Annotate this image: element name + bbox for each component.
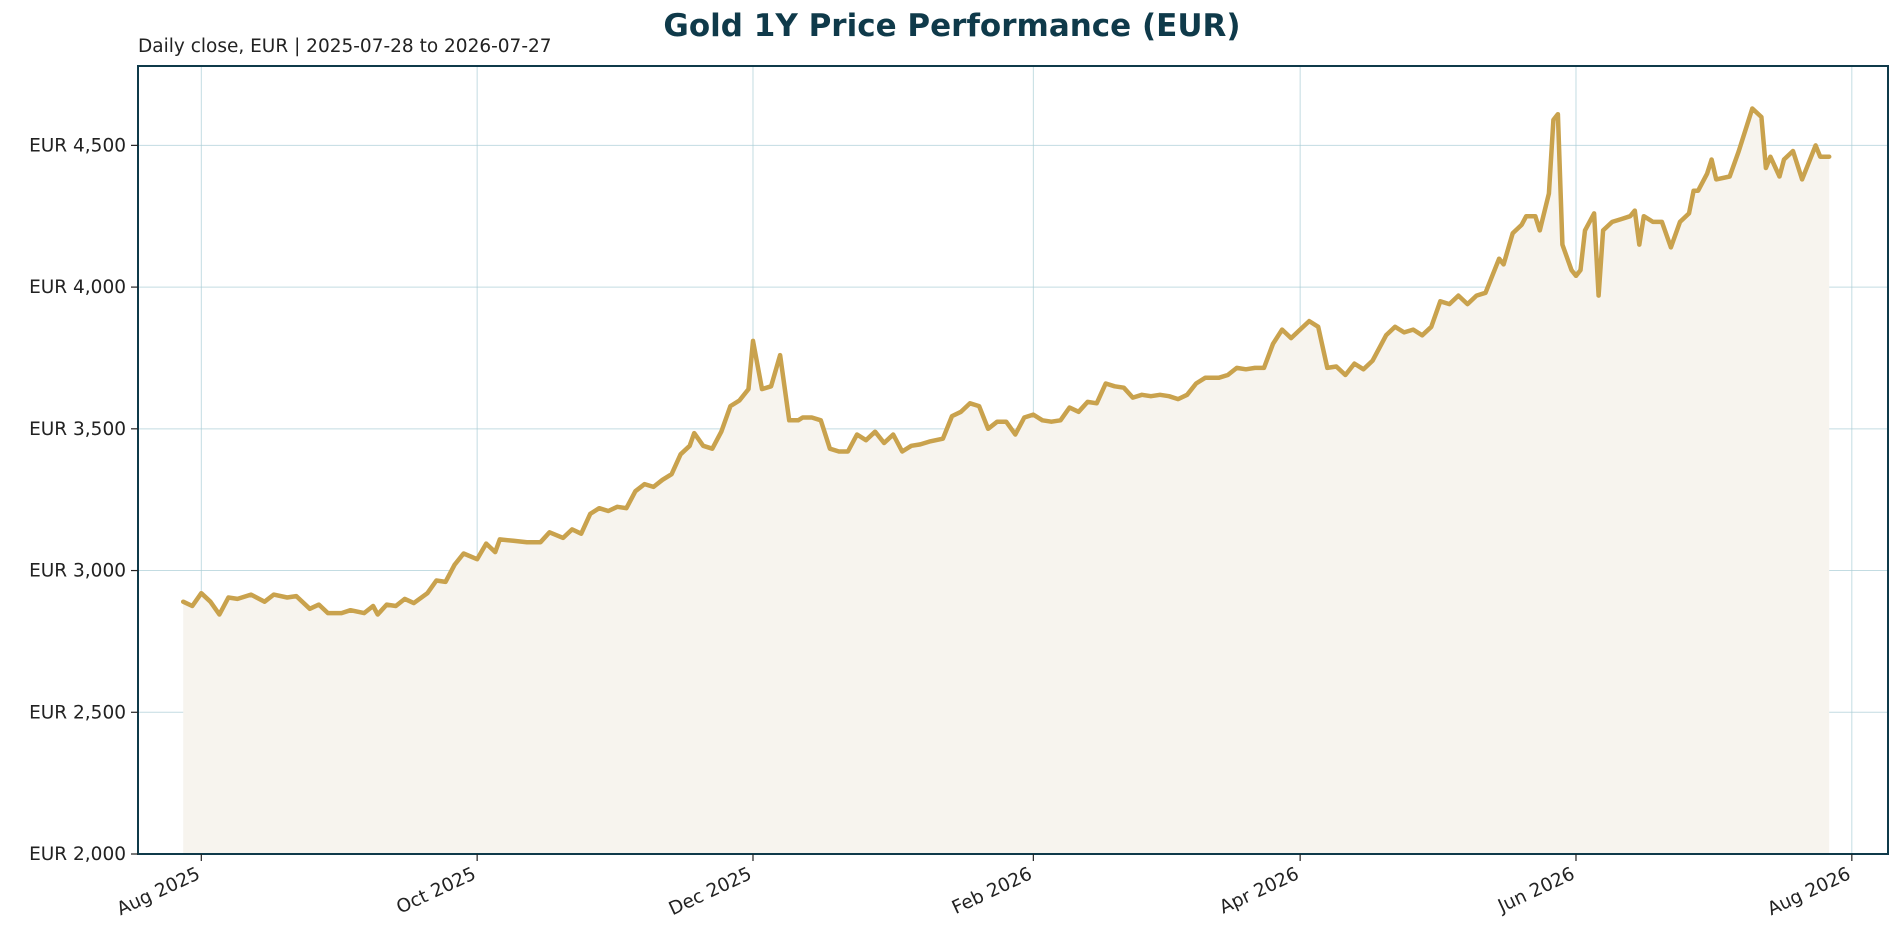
x-tick-label: Aug 2026 [1764, 863, 1854, 920]
x-tick-label: Jun 2026 [1494, 863, 1578, 917]
y-tick-label: EUR 3,500 [29, 419, 126, 440]
price-area-fill [183, 108, 1830, 854]
chart-subtitle: Daily close, EUR | 2025-07-28 to 2026-07… [138, 36, 552, 57]
y-tick-label: EUR 2,000 [29, 844, 126, 865]
x-tick-label: Apr 2026 [1216, 863, 1302, 918]
y-tick-label: EUR 2,500 [29, 702, 126, 723]
price-line [180, 106, 1832, 617]
y-tick-label: EUR 4,000 [29, 277, 126, 298]
x-tick-label: Feb 2026 [949, 863, 1036, 918]
y-tick-label: EUR 3,000 [29, 561, 126, 582]
plot-frame [137, 65, 1889, 855]
y-tick-label: EUR 4,500 [29, 135, 126, 156]
x-tick-label: Aug 2025 [114, 863, 204, 920]
x-tick-label: Dec 2025 [666, 863, 755, 920]
x-tick-label: Oct 2025 [393, 863, 479, 918]
chart-title: Gold 1Y Price Performance (EUR) [663, 8, 1241, 44]
